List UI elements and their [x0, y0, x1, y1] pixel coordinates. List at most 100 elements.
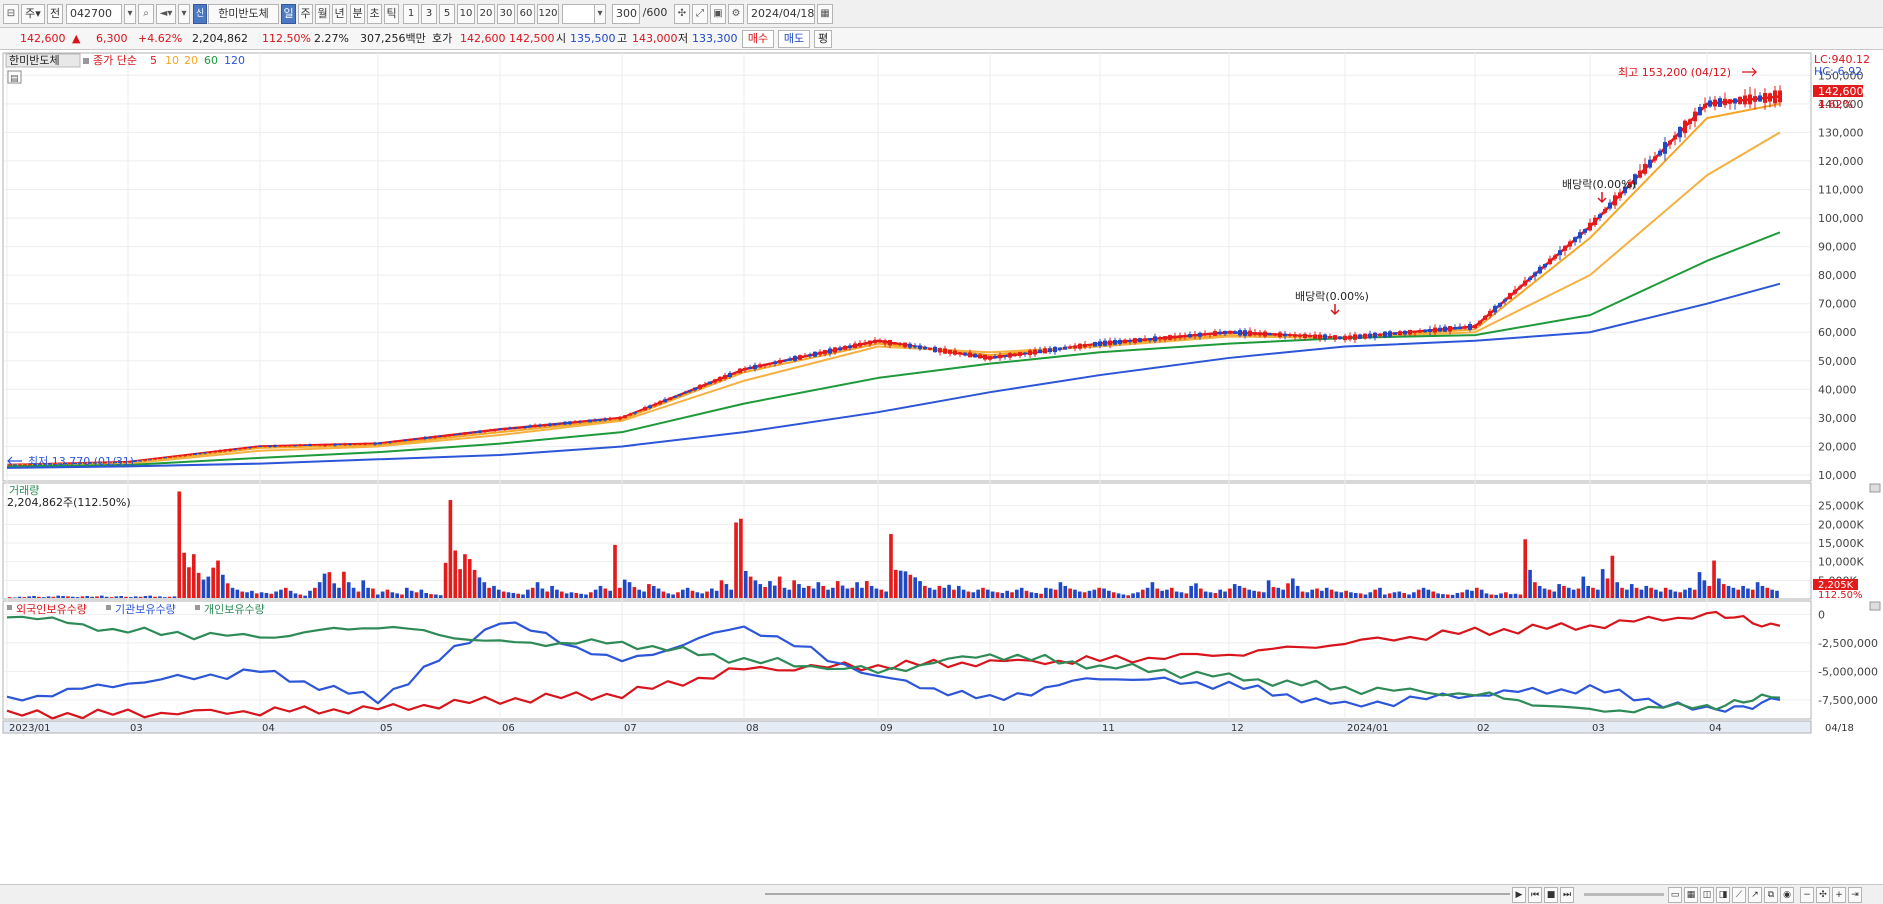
low-arrow-icon: [7, 456, 22, 466]
expand-icon[interactable]: ⇥: [1848, 887, 1862, 903]
interval-1-button[interactable]: 1: [403, 4, 419, 24]
candle-body: [43, 463, 47, 465]
volume-bar: [1542, 588, 1547, 598]
volume-bar: [1097, 587, 1101, 598]
zoom-icon[interactable]: ⤢: [692, 4, 708, 24]
type2-select[interactable]: 전: [47, 4, 63, 24]
stock-code-input[interactable]: 042700: [66, 4, 122, 24]
stock-chart[interactable]: 150,000 140,000 130,000 120,000 110,000 100,0…: [0, 51, 1883, 884]
volume-bar: [1247, 589, 1252, 598]
scroll-last-icon[interactable]: ⏭: [1560, 887, 1574, 903]
volume-bar: [1513, 593, 1518, 598]
candle-body: [648, 405, 652, 409]
volume-bar: [1489, 594, 1494, 598]
custom-interval-dropdown-icon[interactable]: ▾: [594, 4, 606, 24]
period-tick-button[interactable]: 틱: [384, 4, 399, 24]
layout-icon[interactable]: ▭: [1668, 887, 1682, 903]
minus-icon[interactable]: −: [1800, 887, 1814, 903]
period-minute-button[interactable]: 분: [350, 4, 365, 24]
interval-20-button[interactable]: 20: [477, 4, 495, 24]
sell-button[interactable]: 매도: [778, 30, 810, 48]
candle-body: [1313, 334, 1317, 339]
volume-bar: [395, 593, 399, 598]
volume-bar: [453, 550, 458, 598]
x-axis-tick: 07: [624, 723, 637, 734]
interval-120-button[interactable]: 120: [537, 4, 559, 24]
volume-bar: [1111, 592, 1116, 598]
candle-body: [978, 354, 982, 359]
candle-body: [988, 356, 992, 360]
candle-body: [1733, 98, 1737, 104]
grid-icon[interactable]: ▦: [1684, 887, 1698, 903]
period-week-button[interactable]: 주: [298, 4, 313, 24]
low-label: 저: [678, 32, 689, 45]
save-icon[interactable]: ▣: [710, 4, 726, 24]
nav-dropdown-icon[interactable]: ▾: [178, 4, 190, 24]
candle-body: [673, 395, 677, 398]
interval-10-button[interactable]: 10: [457, 4, 475, 24]
crosshair-icon[interactable]: ✣: [674, 4, 690, 24]
candle-body: [1553, 255, 1557, 259]
holdings-panel-close-icon[interactable]: [1869, 601, 1881, 611]
calendar-icon[interactable]: ▦: [817, 4, 833, 24]
move-icon[interactable]: ✣: [1816, 887, 1830, 903]
plus-icon[interactable]: +: [1832, 887, 1846, 903]
scroll-track[interactable]: [765, 893, 1510, 895]
sound-icon[interactable]: ◄▾: [156, 4, 176, 24]
candle-body: [408, 439, 412, 441]
scroll-end-icon[interactable]: ▶: [1512, 887, 1526, 903]
candle-body: [368, 443, 372, 445]
stock-name[interactable]: 한미반도체: [208, 4, 279, 24]
volume-bar: [603, 588, 608, 598]
camera-icon[interactable]: ◉: [1780, 887, 1794, 903]
volume-bar: [1697, 572, 1702, 598]
candle-body: [613, 418, 617, 420]
candle-body: [1153, 336, 1157, 342]
split-icon[interactable]: ◫: [1700, 887, 1714, 903]
period-year-button[interactable]: 년: [332, 4, 347, 24]
interval-30-button[interactable]: 30: [497, 4, 515, 24]
candle-body: [713, 379, 717, 383]
zoom-slider[interactable]: [1584, 893, 1664, 896]
volume-bar: [1315, 588, 1319, 598]
date-input[interactable]: 2024/04/18: [747, 4, 815, 24]
panel-menu-icon[interactable]: [7, 70, 22, 84]
buy-button[interactable]: 매수: [742, 30, 774, 48]
interval-5-button[interactable]: 5: [439, 4, 455, 24]
volume-bar: [782, 587, 787, 598]
volume-bar: [1402, 593, 1407, 598]
candle-body: [793, 356, 797, 361]
trend-icon[interactable]: ↗: [1748, 887, 1762, 903]
volume-bar: [327, 572, 332, 598]
candle-body: [583, 420, 587, 422]
candle-body: [773, 361, 777, 365]
volume-bar: [1528, 569, 1532, 598]
evaluate-button[interactable]: 평: [814, 30, 832, 48]
volume-bar: [690, 590, 695, 598]
interval-3-button[interactable]: 3: [421, 4, 437, 24]
count-input[interactable]: 300: [612, 4, 640, 24]
interval-60-button[interactable]: 60: [517, 4, 535, 24]
period-second-button[interactable]: 초: [367, 4, 382, 24]
code-dropdown-icon[interactable]: ▾: [124, 4, 136, 24]
period-type-select[interactable]: 주▾: [21, 4, 45, 24]
copy-icon[interactable]: ⧉: [1764, 887, 1778, 903]
volume-bars: [8, 491, 1779, 598]
volume-panel-close-icon[interactable]: [1869, 483, 1881, 493]
candle-body: [803, 355, 807, 358]
chart-type-icon[interactable]: ⊟: [3, 4, 19, 24]
stop-icon[interactable]: ■: [1544, 887, 1558, 903]
gear-icon[interactable]: ⚙: [728, 4, 744, 24]
search-icon[interactable]: ⌕: [138, 4, 154, 24]
candle-body: [1213, 331, 1217, 336]
scroll-first-icon[interactable]: ⏮: [1528, 887, 1542, 903]
candle-body: [578, 421, 582, 423]
draw-icon[interactable]: ⟋: [1732, 887, 1746, 903]
candle-body: [88, 462, 92, 464]
period-month-button[interactable]: 월: [315, 4, 330, 24]
candle-body: [1558, 250, 1562, 256]
candle-body: [748, 367, 752, 370]
period-day-button[interactable]: 일: [281, 4, 296, 24]
compare-icon[interactable]: ◨: [1716, 887, 1730, 903]
volume-bar: [850, 587, 855, 598]
